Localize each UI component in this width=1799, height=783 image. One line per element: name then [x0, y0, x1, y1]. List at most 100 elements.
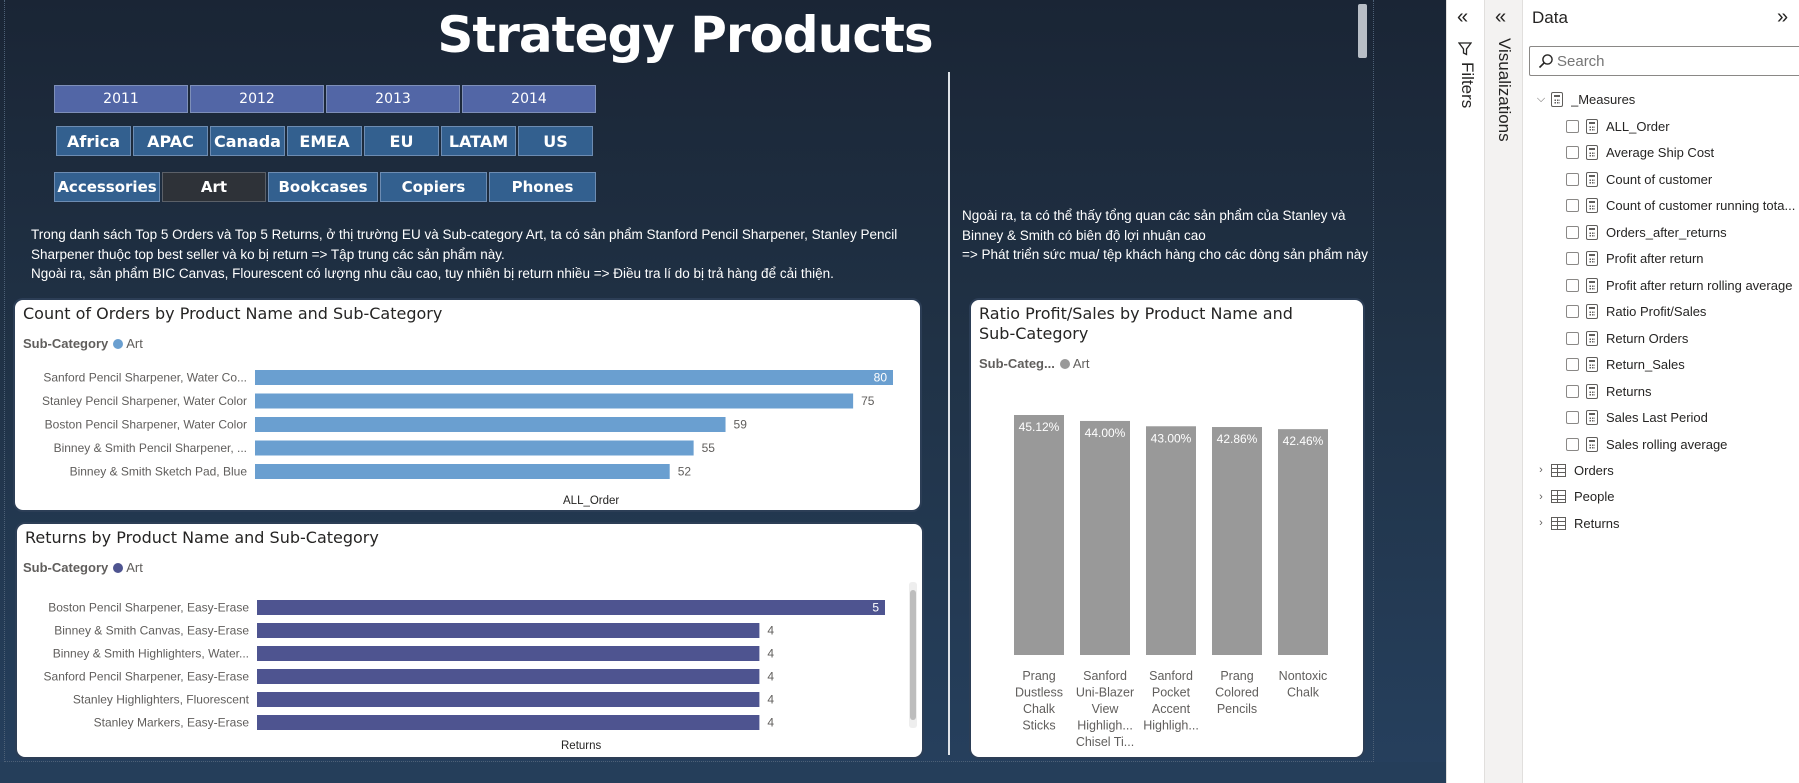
search-input[interactable]	[1557, 52, 1787, 70]
data-search-box[interactable]	[1529, 46, 1799, 76]
bar[interactable]	[255, 440, 694, 456]
bar[interactable]	[255, 393, 854, 409]
category-label: Boston Pencil Sharpener, Water Color	[45, 418, 247, 432]
calculator-icon	[1586, 304, 1598, 319]
chart-scrollbar[interactable]	[910, 590, 916, 720]
bar[interactable]	[255, 417, 726, 432]
measure-item[interactable]: Sales rolling average	[1566, 433, 1727, 455]
measure-item[interactable]: Sales Last Period	[1566, 407, 1708, 429]
field-checkbox[interactable]	[1566, 305, 1579, 318]
field-checkbox[interactable]	[1566, 199, 1579, 212]
data-label: 45.12%	[1019, 420, 1060, 434]
bar[interactable]	[257, 692, 760, 707]
measure-item[interactable]: Count of customer running tota...	[1566, 195, 1795, 217]
subcategory-button-art[interactable]: Art	[162, 172, 266, 202]
field-checkbox[interactable]	[1566, 252, 1579, 265]
field-checkbox[interactable]	[1566, 119, 1579, 133]
table-item[interactable]: › People	[1535, 486, 1614, 508]
canvas-scrollbar[interactable]	[1358, 4, 1367, 58]
data-label: 4	[767, 624, 774, 638]
field-checkbox[interactable]	[1566, 358, 1579, 371]
bar[interactable]	[255, 370, 893, 385]
year-button-2011[interactable]: 2011	[54, 85, 188, 113]
measure-item[interactable]: Profit after return rolling average	[1566, 274, 1792, 296]
field-checkbox[interactable]	[1566, 146, 1579, 159]
data-label: 4	[767, 693, 774, 707]
field-checkbox[interactable]	[1566, 384, 1579, 398]
region-slicer: Africa APAC Canada EMEA EU LATAM US	[56, 126, 593, 156]
field-checkbox[interactable]	[1566, 172, 1579, 186]
region-button-emea[interactable]: EMEA	[287, 126, 362, 156]
region-button-eu[interactable]: EU	[364, 126, 439, 156]
chevron-right-icon[interactable]: ›	[1539, 517, 1543, 529]
bar[interactable]	[257, 623, 760, 638]
category-label: View	[1092, 702, 1120, 716]
measure-item[interactable]: Orders_after_returns	[1566, 221, 1727, 243]
year-button-2014[interactable]: 2014	[462, 85, 596, 113]
year-button-2012[interactable]: 2012	[190, 85, 324, 113]
measure-item[interactable]: Return_Sales	[1566, 354, 1685, 376]
subcategory-button-accessories[interactable]: Accessories	[54, 172, 160, 202]
legend-item[interactable]: Art	[1072, 356, 1090, 371]
subcategory-button-bookcases[interactable]: Bookcases	[268, 172, 378, 202]
expand-data-pane-icon[interactable]: »	[1777, 6, 1789, 28]
chart-legend: Sub-Category Art	[23, 336, 143, 351]
calculator-icon	[1586, 383, 1598, 399]
insight-note-left: Trong danh sách Top 5 Orders và Top 5 Re…	[31, 225, 911, 284]
region-button-africa[interactable]: Africa	[56, 126, 131, 156]
ratio-chart-card[interactable]: Ratio Profit/Sales by Product Name and S…	[969, 298, 1365, 759]
measure-item[interactable]: Count of customer	[1566, 168, 1712, 190]
field-checkbox[interactable]	[1566, 437, 1579, 451]
measure-item[interactable]: Average Ship Cost	[1566, 142, 1714, 164]
calculator-icon	[1586, 145, 1598, 160]
column[interactable]	[1014, 415, 1064, 655]
field-checkbox[interactable]	[1566, 331, 1579, 345]
category-label: Pocket	[1152, 686, 1191, 700]
bar[interactable]	[257, 600, 885, 615]
legend-item[interactable]: Art	[126, 336, 143, 351]
bar[interactable]	[257, 669, 760, 684]
measure-item[interactable]: Returns	[1566, 380, 1652, 402]
year-button-2013[interactable]: 2013	[326, 85, 460, 113]
subcategory-button-phones[interactable]: Phones	[489, 172, 596, 202]
column[interactable]	[1146, 426, 1196, 655]
data-pane-title: Data	[1532, 8, 1568, 27]
table-item[interactable]: › Returns	[1535, 512, 1619, 534]
category-label: Binney & Smith Highlighters, Water...	[53, 647, 249, 661]
measure-item[interactable]: Ratio Profit/Sales	[1566, 301, 1706, 323]
visualizations-label[interactable]: Visualizations	[1495, 38, 1514, 142]
collapse-filters-icon[interactable]: «	[1457, 6, 1469, 28]
field-checkbox[interactable]	[1566, 411, 1579, 424]
measure-item[interactable]: Profit after return	[1566, 248, 1704, 270]
region-button-us[interactable]: US	[518, 126, 593, 156]
collapse-visualizations-icon[interactable]: «	[1495, 6, 1507, 28]
region-button-apac[interactable]: APAC	[133, 126, 208, 156]
returns-chart-card[interactable]: Returns by Product Name and Sub-Category…	[15, 522, 924, 759]
field-checkbox[interactable]	[1566, 278, 1579, 292]
legend-item[interactable]: Art	[126, 560, 143, 575]
legend-title: Sub-Category	[23, 560, 109, 575]
table-item[interactable]: › Orders	[1535, 459, 1614, 481]
column[interactable]	[1212, 427, 1262, 655]
measure-label: Orders_after_returns	[1606, 224, 1727, 240]
bar[interactable]	[257, 646, 760, 661]
bar[interactable]	[255, 464, 670, 479]
category-label: Chalk	[1287, 686, 1320, 700]
bar[interactable]	[257, 715, 760, 730]
filters-label[interactable]: Filters	[1458, 62, 1477, 109]
measure-item[interactable]: Return Orders	[1566, 327, 1688, 349]
column[interactable]	[1278, 429, 1328, 655]
chevron-right-icon[interactable]: ›	[1539, 490, 1543, 503]
measure-item[interactable]: ALL_Order	[1566, 115, 1670, 137]
region-button-latam[interactable]: LATAM	[441, 126, 516, 156]
region-button-canada[interactable]: Canada	[210, 126, 285, 156]
subcategory-button-copiers[interactable]: Copiers	[380, 172, 487, 202]
chevron-right-icon[interactable]: ›	[1539, 464, 1543, 476]
chevron-down-icon[interactable]: ⌵	[1536, 92, 1546, 105]
orders-chart-card[interactable]: Count of Orders by Product Name and Sub-…	[13, 298, 922, 512]
field-checkbox[interactable]	[1566, 225, 1579, 239]
measures-group[interactable]: ⌵ _Measures	[1535, 88, 1635, 110]
calculator-icon	[1586, 171, 1598, 187]
year-slicer: 2011 2012 2013 2014	[54, 85, 596, 113]
column[interactable]	[1080, 420, 1130, 655]
